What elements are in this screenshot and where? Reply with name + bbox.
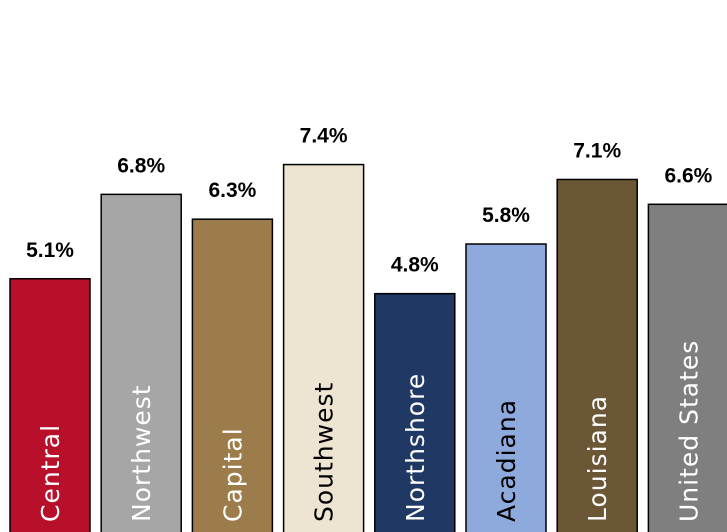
bar-group: 6.6% United States bbox=[647, 164, 727, 532]
bar bbox=[556, 178, 638, 532]
category-label: United States bbox=[674, 340, 703, 522]
category-label: Northwest bbox=[127, 384, 156, 522]
bar-group: 6.8% Northwest bbox=[100, 154, 182, 532]
data-label: 5.8% bbox=[482, 204, 530, 227]
category-label: Southwest bbox=[310, 382, 339, 522]
bar-group: 7.1% Louisiana bbox=[556, 139, 638, 532]
category-label: Acadiana bbox=[492, 399, 521, 522]
bar bbox=[282, 163, 365, 532]
bar-group: 5.8% Acadiana bbox=[465, 204, 547, 532]
data-label: 7.4% bbox=[300, 125, 348, 148]
category-label: Louisiana bbox=[583, 395, 612, 522]
bar-group: 4.8% Northshore bbox=[374, 254, 456, 532]
bar-group: 7.4% Southwest bbox=[282, 125, 365, 532]
bar-group: 6.3% Capital bbox=[191, 179, 274, 532]
bar bbox=[191, 218, 274, 532]
bar-group: 5.1% Central bbox=[9, 239, 91, 532]
data-label: 5.1% bbox=[26, 239, 74, 262]
data-label: 6.8% bbox=[117, 154, 165, 177]
data-label: 7.1% bbox=[573, 139, 621, 162]
bar bbox=[100, 193, 182, 532]
category-label: Northshore bbox=[401, 373, 430, 522]
data-label: 4.8% bbox=[391, 254, 439, 277]
data-label: 6.3% bbox=[208, 179, 256, 202]
bar bbox=[374, 292, 456, 532]
category-label: Capital bbox=[218, 427, 247, 522]
category-label: Central bbox=[36, 424, 65, 522]
bar bbox=[465, 243, 547, 532]
bar bbox=[647, 203, 727, 532]
bar bbox=[9, 278, 91, 532]
data-label: 6.6% bbox=[664, 164, 712, 187]
